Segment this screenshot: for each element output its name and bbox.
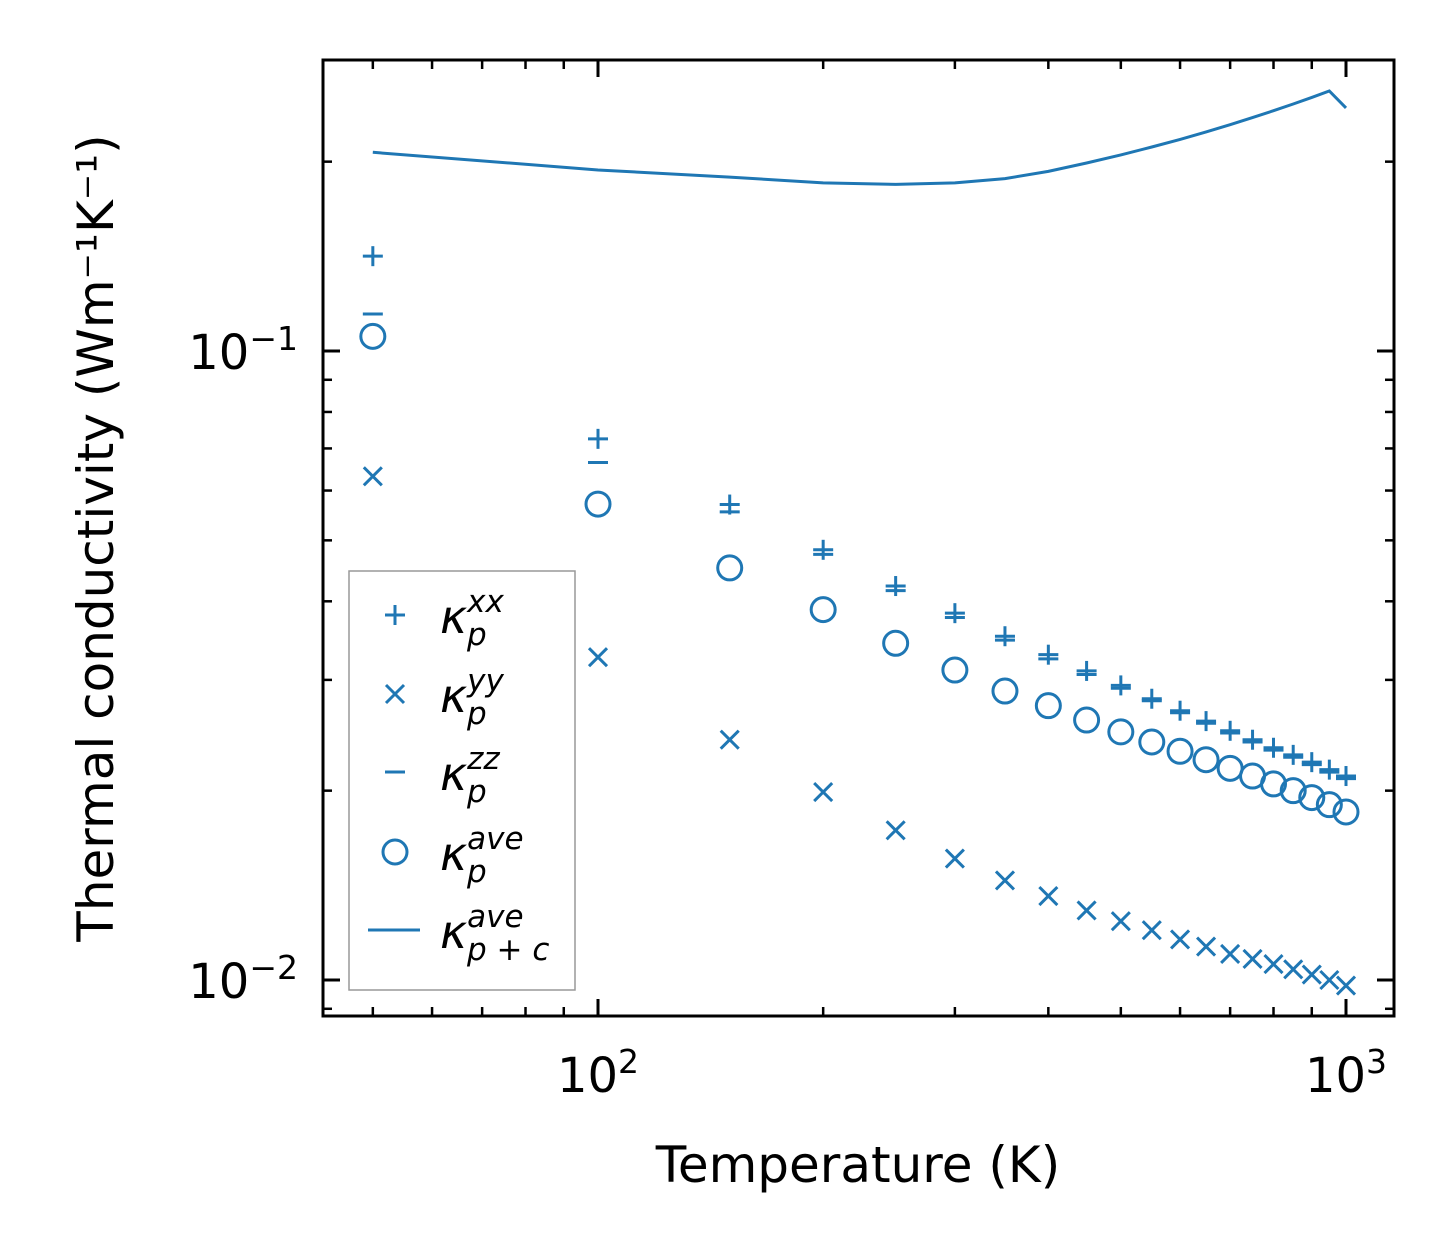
plot-area bbox=[359, 89, 1360, 996]
y-axis-label: Thermal conductivity (Wm⁻¹K⁻¹) bbox=[67, 134, 125, 942]
data-point-plus bbox=[1319, 759, 1340, 780]
y-tick-label: 10−2 bbox=[188, 948, 298, 1010]
y-tick-label: 10−1 bbox=[188, 319, 298, 381]
legend-marker bbox=[381, 838, 409, 866]
data-point-circle bbox=[1279, 777, 1307, 805]
data-point-x bbox=[1263, 954, 1284, 975]
data-point-x bbox=[1169, 929, 1191, 950]
legend-label: κyy p bbox=[440, 663, 504, 732]
legend-item: κzz p bbox=[385, 741, 500, 810]
legend: κxx p κyy p κzz p κave p κave p + c bbox=[348, 570, 576, 991]
data-point-circle bbox=[809, 596, 837, 624]
data-point-circle bbox=[1192, 746, 1220, 774]
data-point-plus bbox=[1141, 688, 1162, 709]
series-line bbox=[372, 89, 1348, 186]
series-hline bbox=[362, 312, 1356, 781]
data-point-plus bbox=[1263, 737, 1284, 758]
data-point-plus bbox=[1336, 766, 1356, 787]
data-point-x bbox=[1195, 936, 1217, 957]
data-point-plus bbox=[885, 576, 906, 597]
data-point-circle bbox=[584, 490, 612, 518]
x-tick-label: 103 bbox=[1305, 1042, 1387, 1104]
series-plus bbox=[362, 246, 1356, 787]
data-point-plus bbox=[1110, 675, 1131, 696]
data-point-plus bbox=[362, 246, 383, 267]
data-point-x bbox=[1076, 900, 1097, 921]
major-ticks bbox=[323, 60, 1394, 1016]
x-tick-label: 102 bbox=[557, 1042, 639, 1104]
data-point-x bbox=[944, 848, 965, 869]
data-point-plus bbox=[994, 626, 1015, 647]
legend-label: κave p + c bbox=[440, 899, 549, 968]
data-point-plus bbox=[588, 428, 608, 449]
axes-frame bbox=[321, 58, 1396, 1018]
data-point-circle bbox=[1034, 692, 1062, 720]
data-point-circle bbox=[1260, 770, 1288, 798]
legend-label: κave p bbox=[440, 821, 524, 890]
data-point-plus bbox=[1283, 744, 1304, 765]
data-point-x bbox=[1110, 911, 1131, 932]
data-point-circle bbox=[882, 629, 910, 657]
data-point-x bbox=[1242, 948, 1263, 970]
legend-item: κxx p bbox=[385, 584, 504, 653]
data-point-plus bbox=[1038, 644, 1059, 665]
data-point-circle bbox=[1298, 784, 1326, 812]
legend-item: κave p bbox=[381, 821, 524, 890]
data-point-circle bbox=[1107, 718, 1135, 746]
data-point-x bbox=[1220, 943, 1241, 965]
data-point-x bbox=[1335, 975, 1357, 996]
data-point-plus bbox=[813, 539, 834, 560]
data-point-x bbox=[1283, 959, 1304, 980]
data-point-plus bbox=[944, 603, 965, 624]
data-point-plus bbox=[1170, 700, 1191, 721]
data-point-x bbox=[813, 781, 834, 803]
data-point-x bbox=[362, 466, 383, 487]
legend-item: κave p + c bbox=[368, 899, 549, 968]
legend-marker bbox=[385, 605, 405, 625]
data-point-plus bbox=[1220, 720, 1241, 741]
legend-frame bbox=[348, 570, 576, 991]
data-point-x bbox=[1038, 885, 1059, 907]
data-point-x bbox=[1141, 920, 1162, 941]
data-point-x bbox=[1301, 964, 1322, 985]
data-point-circle bbox=[1166, 737, 1194, 765]
data-point-x bbox=[587, 647, 609, 668]
data-point-x bbox=[994, 870, 1016, 891]
tick-labels: 102 103 10−1 10−2 bbox=[188, 319, 1387, 1104]
legend-item: κyy p bbox=[384, 663, 504, 732]
series-line bbox=[372, 89, 1348, 186]
data-point-circle bbox=[716, 554, 744, 582]
data-point-x bbox=[885, 820, 906, 841]
data-point-circle bbox=[941, 656, 969, 684]
data-point-plus bbox=[1196, 711, 1217, 732]
data-point-circle bbox=[1216, 754, 1244, 782]
series-circle bbox=[359, 322, 1360, 826]
legend-label: κzz p bbox=[440, 741, 500, 810]
data-point-circle bbox=[359, 322, 387, 350]
data-point-x bbox=[1319, 969, 1340, 991]
legend-marker bbox=[384, 683, 406, 705]
x-axis-label: Temperature (K) bbox=[655, 1136, 1060, 1194]
data-point-plus bbox=[1076, 660, 1097, 681]
data-point-circle bbox=[1332, 798, 1360, 826]
data-point-circle bbox=[1138, 728, 1166, 756]
data-point-plus bbox=[1242, 729, 1263, 750]
data-point-x bbox=[719, 729, 740, 750]
data-point-plus bbox=[1301, 752, 1322, 773]
series-x bbox=[362, 466, 1357, 996]
legend-label: κxx p bbox=[440, 584, 504, 653]
data-point-circle bbox=[1073, 706, 1101, 734]
data-point-circle bbox=[991, 677, 1019, 705]
data-point-circle bbox=[1315, 791, 1343, 819]
